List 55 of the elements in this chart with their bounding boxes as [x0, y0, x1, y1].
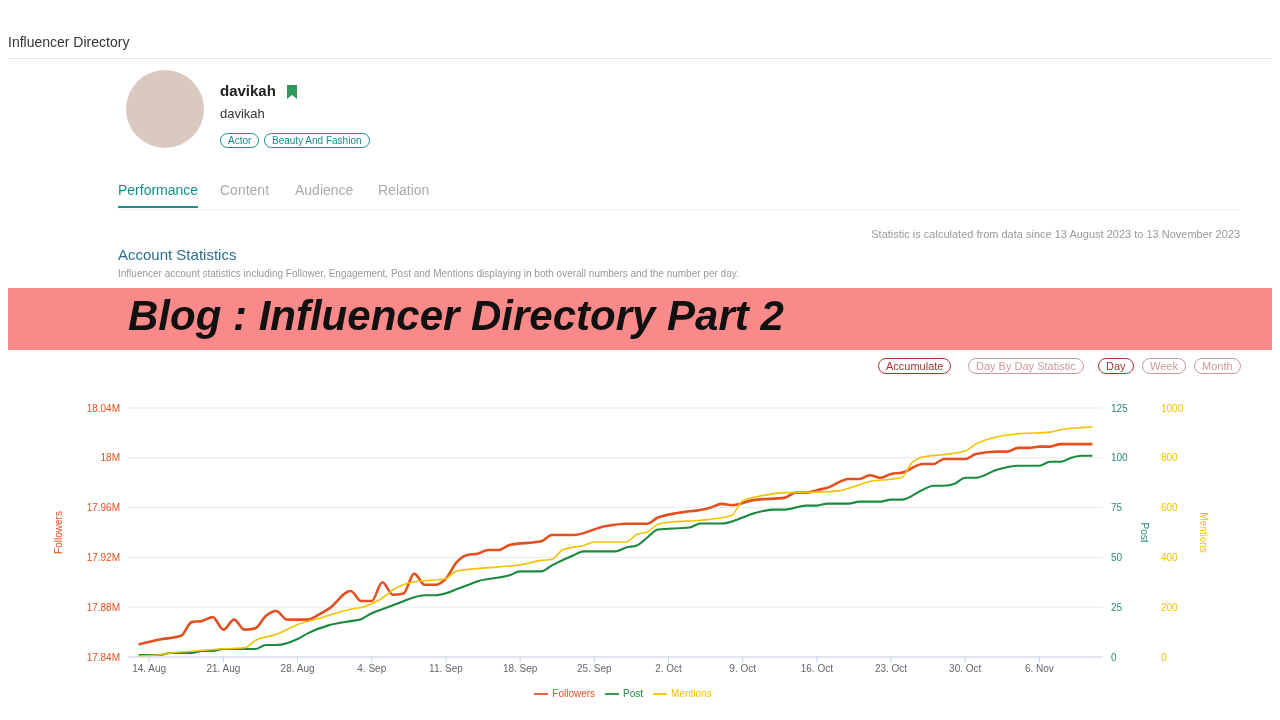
y-tick-label: 17.92M	[86, 551, 120, 563]
x-tick-label: 4. Sep	[357, 663, 387, 675]
text: Performance	[118, 182, 199, 208]
text: Actor	[220, 133, 260, 148]
text: davikah	[220, 106, 265, 121]
y3-tick-label: 1000	[1161, 402, 1184, 414]
x-tick-label: 9. Oct	[729, 663, 757, 675]
text: Audience	[295, 182, 354, 200]
y3-tick-label: 400	[1161, 551, 1179, 563]
y2-tick-label: 50	[1111, 551, 1123, 563]
y2-tick-label: 125	[1111, 402, 1129, 414]
y-tick-label: 18M	[100, 452, 120, 464]
y-tick-label: 17.96M	[86, 502, 120, 514]
text: Influencer Directory	[8, 34, 130, 50]
y2-tick-label: 0	[1111, 651, 1117, 663]
x-tick-label: 14. Aug	[132, 663, 167, 675]
chart-subtitle: Influencer account statistics including Follower, Engagement, Post and Mentions displaying in both overall numbers and the number per day.	[118, 268, 739, 279]
text: davikah	[220, 82, 276, 99]
text: Relation	[378, 182, 430, 200]
x-tick-label: 18. Sep	[502, 663, 538, 675]
x-tick-label: 16. Oct	[800, 663, 834, 675]
y-tick-label: 17.84M	[86, 651, 120, 663]
y-axis-title: Followers	[52, 511, 64, 554]
text: Content	[220, 182, 270, 200]
y3-tick-label: 800	[1161, 452, 1179, 464]
y2-axis-title: Post	[1139, 522, 1151, 543]
x-tick-label: 28. Aug	[280, 663, 315, 675]
y2-tick-label: 100	[1111, 452, 1129, 464]
y-tick-label: 17.88M	[86, 601, 120, 613]
text: Week	[1142, 358, 1186, 374]
text: Month	[1194, 358, 1241, 374]
legend-label: Followers	[552, 687, 596, 699]
legend-label: Mentions	[671, 687, 712, 699]
y2-tick-label: 25	[1111, 601, 1123, 613]
text: Blog : Influencer Directory Part 2	[128, 292, 784, 340]
y-tick-label: 18.04M	[86, 402, 120, 414]
x-tick-label: 6. Nov	[1024, 663, 1054, 675]
x-tick-label: 25. Sep	[577, 663, 612, 675]
chart-title: Account Statistics	[118, 246, 237, 263]
y3-tick-label: 600	[1161, 502, 1179, 514]
text: Statistic is calculated from data since 13 August 2023 to 13 November 2023	[871, 228, 1240, 240]
x-tick-label: 11. Sep	[429, 663, 464, 675]
text: Beauty And Fashion	[264, 133, 370, 148]
y3-tick-label: 200	[1161, 601, 1179, 613]
x-tick-label: 21. Aug	[206, 663, 241, 675]
x-tick-label: 30. Oct	[949, 663, 982, 675]
text: Day By Day Statistic	[968, 358, 1084, 374]
text: Accumulate	[878, 358, 952, 374]
x-tick-label: 2. Oct	[655, 663, 683, 675]
y3-tick-label: 0	[1161, 651, 1167, 663]
y2-tick-label: 75	[1111, 502, 1123, 514]
text: Day	[1098, 358, 1134, 374]
y3-axis-title: Mentions	[1198, 512, 1210, 553]
x-tick-label: 23. Oct	[874, 663, 908, 675]
legend-label: Post	[623, 687, 644, 699]
